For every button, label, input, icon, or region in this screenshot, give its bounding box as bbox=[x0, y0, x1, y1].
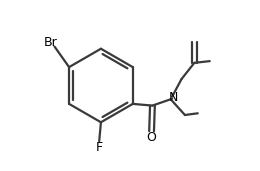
Text: Br: Br bbox=[43, 36, 57, 49]
Text: O: O bbox=[147, 131, 157, 144]
Text: N: N bbox=[168, 91, 178, 104]
Text: F: F bbox=[96, 141, 103, 154]
